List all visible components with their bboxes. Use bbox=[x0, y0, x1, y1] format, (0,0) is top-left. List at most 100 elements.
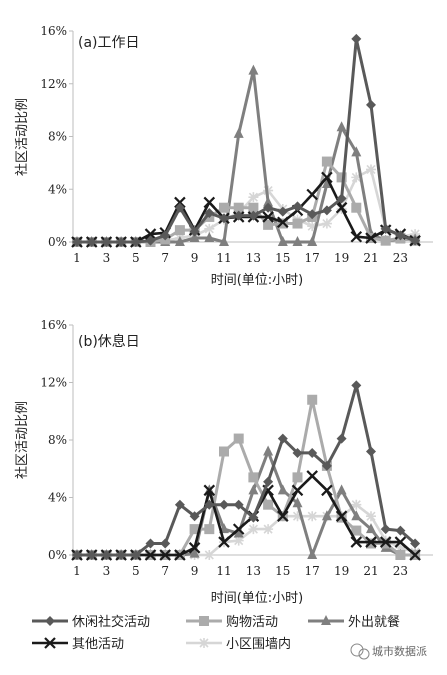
x-tick-label: 1 bbox=[73, 251, 81, 265]
data-point bbox=[277, 216, 289, 228]
data-point bbox=[351, 33, 362, 44]
data-point bbox=[277, 510, 289, 522]
data-point bbox=[394, 536, 407, 548]
data-point bbox=[116, 550, 127, 560]
data-point bbox=[321, 218, 332, 229]
data-point bbox=[204, 499, 215, 510]
data-point bbox=[321, 156, 332, 167]
x-tick-label: 9 bbox=[191, 564, 199, 578]
x-tick-label: 1 bbox=[73, 564, 81, 578]
data-point bbox=[292, 472, 303, 483]
data-point bbox=[379, 536, 392, 548]
data-point bbox=[219, 202, 229, 213]
y-tick-label: 12% bbox=[40, 376, 67, 390]
data-point bbox=[365, 536, 377, 548]
x-tick-label: 13 bbox=[246, 564, 261, 578]
watermark-icon bbox=[358, 648, 370, 660]
y-tick-label: 0% bbox=[48, 548, 67, 562]
data-point bbox=[248, 192, 259, 203]
legend-marker bbox=[44, 637, 56, 649]
data-point bbox=[395, 230, 406, 241]
data-point bbox=[321, 171, 333, 184]
data-point bbox=[160, 538, 171, 549]
x-tick-label: 17 bbox=[305, 251, 320, 265]
y-axis-title: 社区活动比例 bbox=[14, 98, 30, 176]
y-tick-label: 12% bbox=[40, 77, 67, 91]
data-point bbox=[219, 446, 229, 457]
data-point bbox=[306, 470, 318, 482]
data-point bbox=[307, 549, 318, 559]
data-point bbox=[366, 446, 376, 457]
chart-title: (a)工作日 bbox=[78, 35, 140, 51]
series-line bbox=[77, 176, 416, 244]
data-point bbox=[277, 236, 288, 246]
x-tick-label: 5 bbox=[132, 564, 140, 578]
data-point bbox=[366, 164, 376, 175]
x-tick-label: 19 bbox=[334, 564, 349, 578]
x-tick-label: 7 bbox=[161, 251, 169, 265]
data-point bbox=[351, 380, 362, 391]
legend-label: 外出就餐 bbox=[348, 614, 400, 630]
legend-item: 小区围墙内 bbox=[186, 636, 291, 652]
data-point bbox=[351, 172, 362, 183]
data-point bbox=[248, 472, 259, 483]
data-point bbox=[335, 510, 348, 522]
x-tick-label: 11 bbox=[216, 251, 231, 265]
data-point bbox=[409, 549, 421, 561]
data-point bbox=[336, 484, 347, 495]
data-point bbox=[233, 210, 244, 221]
chart-panel-2: 0%4%8%12%16%1 3 5 7 9 11 13 15 17 19 21 23(b)休息日社区活… bbox=[14, 318, 433, 606]
data-point bbox=[204, 207, 215, 218]
data-point bbox=[233, 433, 244, 444]
legend-label: 小区围墙内 bbox=[226, 636, 291, 652]
watermark-text: 城市数据派 bbox=[372, 644, 427, 658]
data-point bbox=[219, 499, 229, 510]
data-point bbox=[263, 202, 274, 213]
data-point bbox=[174, 225, 185, 236]
data-point bbox=[262, 211, 274, 223]
legend-item: 购物活动 bbox=[186, 614, 278, 630]
watermark-icon bbox=[350, 643, 364, 657]
chart-title: (b)休息日 bbox=[78, 333, 140, 350]
series-line bbox=[77, 37, 416, 244]
data-point bbox=[263, 196, 274, 207]
data-point bbox=[248, 512, 259, 523]
data-point bbox=[395, 525, 406, 536]
x-tick-label: 19 bbox=[334, 251, 349, 265]
data-point bbox=[233, 499, 244, 510]
legend-marker bbox=[199, 638, 209, 648]
data-point bbox=[219, 213, 229, 224]
data-point bbox=[130, 237, 141, 247]
data-point bbox=[189, 232, 200, 243]
data-point bbox=[292, 497, 303, 508]
data-point bbox=[336, 433, 347, 444]
data-point bbox=[380, 235, 391, 246]
data-point bbox=[203, 196, 216, 209]
x-tick-label: 15 bbox=[275, 564, 290, 578]
data-point bbox=[130, 550, 141, 560]
data-point bbox=[160, 230, 171, 241]
series-1 bbox=[72, 380, 421, 560]
data-point bbox=[233, 527, 244, 538]
x-tick-label: 3 bbox=[103, 564, 111, 578]
data-point bbox=[351, 146, 362, 157]
data-point bbox=[189, 226, 200, 237]
data-point bbox=[174, 549, 186, 561]
x-axis-title: 时间(单位:小时) bbox=[211, 591, 304, 606]
data-point bbox=[292, 201, 303, 212]
data-point bbox=[395, 550, 406, 560]
data-point bbox=[307, 209, 318, 220]
data-point bbox=[336, 121, 347, 132]
legend-label: 购物活动 bbox=[226, 614, 278, 630]
data-point bbox=[350, 230, 363, 243]
data-point bbox=[116, 237, 127, 247]
data-point bbox=[366, 99, 376, 110]
data-point bbox=[336, 193, 347, 204]
legend-label: 其他活动 bbox=[72, 637, 124, 652]
legend-item: 其他活动 bbox=[32, 637, 124, 652]
data-point bbox=[336, 172, 347, 183]
x-tick-label: 15 bbox=[275, 251, 290, 265]
data-point bbox=[248, 484, 259, 495]
data-point bbox=[307, 221, 318, 232]
